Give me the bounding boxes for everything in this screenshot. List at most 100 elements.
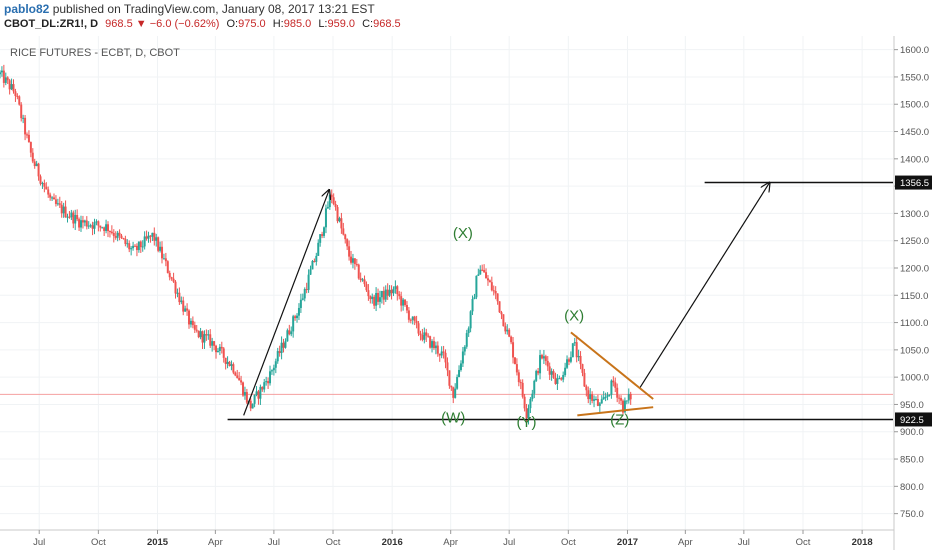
candle-body: [211, 341, 214, 346]
candle-body: [120, 235, 123, 239]
author-link[interactable]: pablo82: [4, 2, 50, 16]
candle-body: [191, 320, 194, 326]
candle-body: [222, 348, 225, 358]
candle-body: [199, 331, 202, 338]
candle-body: [344, 234, 347, 240]
candle-body: [174, 281, 177, 294]
price-tick-label: 1300.0: [900, 209, 929, 220]
wave-label: (X): [564, 307, 584, 324]
symbol-label: CBOT_DL:ZR1!, D: [4, 18, 99, 30]
price-tick-label: 1550.0: [900, 72, 929, 83]
candle-body: [452, 387, 455, 398]
candle-body: [560, 378, 563, 380]
candle-body: [195, 329, 198, 331]
candle-body: [548, 366, 551, 375]
candle-body: [278, 351, 281, 354]
candle-body: [280, 342, 283, 354]
candle-body: [326, 207, 329, 209]
candle-body: [342, 228, 345, 235]
candle-body: [350, 256, 353, 263]
candle-body: [60, 204, 63, 214]
candle-body: [513, 357, 516, 365]
candle-body: [66, 216, 69, 218]
candle-body: [95, 221, 98, 223]
candle-body: [189, 320, 192, 325]
candle-body: [53, 197, 56, 200]
candle-body: [554, 377, 557, 384]
candle-body: [407, 310, 410, 320]
candle-body: [49, 194, 52, 198]
candle-body: [330, 194, 333, 198]
candle-body: [207, 334, 210, 336]
candle-body: [245, 392, 248, 403]
candle-body: [259, 386, 262, 399]
candle-body: [442, 351, 445, 353]
candle-body: [161, 246, 164, 259]
candle-body: [332, 197, 335, 205]
candle-body: [87, 225, 90, 227]
candle-body: [45, 186, 48, 190]
candle-body: [467, 328, 470, 334]
candle-body: [440, 351, 443, 356]
price-axis[interactable]: 750.0 800.0 850.0 900.0 950.0 1000.0 1050.0 110…: [893, 36, 932, 550]
candle-body: [151, 232, 154, 237]
candle-body: [471, 299, 474, 312]
target-price-tag-label: 1356.5: [900, 178, 929, 189]
candle-body: [351, 258, 354, 263]
candle-body: [215, 345, 218, 353]
candle-body: [139, 241, 142, 248]
candle-body: [56, 203, 59, 205]
candle-body: [16, 95, 19, 97]
candle-body: [29, 142, 32, 153]
change-value: −6.0 (−0.62%): [149, 18, 220, 30]
price-chart[interactable]: (W) (X) (Y) (X) (Z) RICE FUTURES - ECBT, D, …: [0, 36, 932, 550]
candle-body: [606, 395, 609, 397]
projection-arrow: [243, 190, 330, 416]
close-value: 968.5: [373, 18, 401, 30]
candle-body: [458, 369, 461, 378]
time-tick-label: 2015: [147, 537, 169, 548]
time-tick-label: Oct: [796, 537, 811, 548]
candle-body: [112, 232, 115, 237]
time-axis[interactable]: Jul Oct 2015 Apr Jul Oct 2016 Apr Jul Oct 2017 Apr J…: [0, 529, 894, 548]
candle-body: [448, 370, 451, 386]
candle-body: [41, 183, 44, 185]
candle-body: [186, 308, 189, 311]
time-tick-label: Jul: [268, 537, 280, 548]
price-tick-label: 1250.0: [900, 236, 929, 247]
price-tick-label: 950.0: [900, 400, 924, 411]
ohlc-line: CBOT_DL:ZR1!, D 968.5 ▼ −6.0 (−0.62%) O:…: [4, 18, 401, 30]
candle-body: [269, 371, 272, 384]
candle-body: [431, 341, 434, 348]
candle-body: [469, 311, 472, 329]
candle-body: [157, 237, 160, 251]
candle-body: [581, 364, 584, 373]
candle-body: [255, 391, 258, 395]
candle-body: [224, 357, 227, 364]
candle-body: [54, 199, 57, 204]
candle-body: [128, 243, 131, 250]
candle-body: [373, 296, 376, 306]
candle-body: [540, 355, 543, 359]
candle-body: [257, 391, 260, 399]
candle-body: [64, 206, 67, 218]
candle-body: [122, 238, 125, 240]
candle-body: [558, 378, 561, 380]
candle-body: [585, 386, 588, 391]
candle-body: [286, 330, 289, 342]
candle-body: [502, 314, 505, 327]
candle-body: [409, 319, 412, 321]
candle-body: [116, 232, 119, 238]
candle-body: [51, 197, 54, 199]
candle-body: [419, 333, 422, 335]
candle-body: [496, 293, 499, 302]
candle-body: [614, 382, 617, 388]
candle-body: [336, 207, 339, 222]
candle-body: [620, 398, 623, 401]
candle-body: [135, 245, 138, 251]
candle-body: [483, 270, 486, 273]
candle-body: [346, 239, 349, 247]
candle-body: [97, 221, 100, 226]
candle-body: [319, 234, 322, 243]
candle-body: [114, 236, 117, 238]
